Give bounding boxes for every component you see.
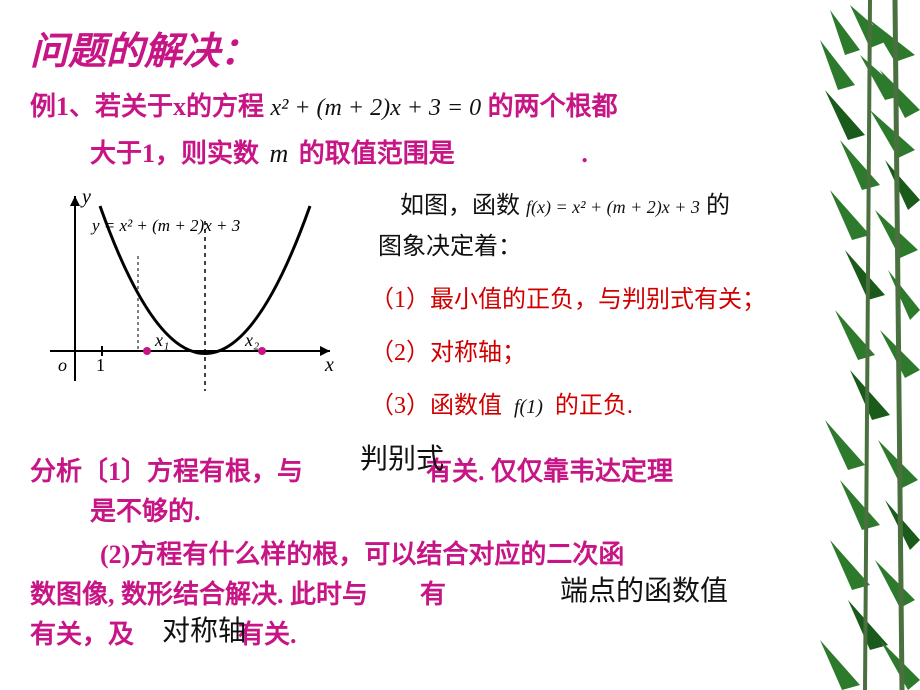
- y-axis-label: y: [80, 186, 91, 208]
- a2-prefix: (2)方程有什么样的根，可以结合对应的: [100, 540, 546, 569]
- point-2: （2）对称轴；: [370, 332, 900, 367]
- origin-label: o: [58, 355, 67, 375]
- p3-f1: f(1): [508, 396, 549, 418]
- f-equation: f(x) = x² + (m + 2)x + 3: [526, 197, 700, 217]
- example-period: .: [461, 139, 588, 168]
- parabola-graph: y x o 1 x₁ x₂ y = x² + (m + 2)x + 3: [30, 181, 350, 401]
- discriminant-label: 判别式: [360, 438, 444, 481]
- as-shown-suffix: 的: [706, 193, 730, 219]
- example-line2b: 的取值范围是: [299, 139, 455, 168]
- as-shown-prefix: 如图，函数: [400, 193, 520, 219]
- slide-content: 问题的解决： 例1、若关于x的方程 x² + (m + 2)x + 3 = 0 …: [0, 0, 920, 665]
- mid-row: y x o 1 x₁ x₂ y = x² + (m + 2)x + 3 如图，函…: [30, 181, 900, 438]
- example-equation: x² + (m + 2)x + 3 = 0: [271, 95, 482, 121]
- x1-label: x₁: [154, 330, 169, 350]
- p3-a: （3）函数值: [370, 393, 502, 419]
- example-mid: 的两个根都: [488, 92, 618, 121]
- example-line2a: 大于1，则实数: [90, 139, 259, 168]
- analysis-block: 分析〔1〕方程有根，与 有关. 仅仅靠韦达定理 判别式 是不够的. (2)方程有…: [30, 452, 900, 655]
- example-line-2: 大于1，则实数 m 的取值范围是 .: [30, 134, 900, 173]
- as-shown-line: 如图，函数 f(x) = x² + (m + 2)x + 3 的: [370, 185, 900, 220]
- point-3: （3）函数值 f(1) 的正负.: [370, 385, 900, 420]
- a1-prefix: 分析〔1〕方程有根，与: [30, 457, 303, 486]
- title: 问题的解决：: [30, 20, 900, 75]
- example-line-1: 例1、若关于x的方程 x² + (m + 2)x + 3 = 0 的两个根都: [30, 87, 900, 126]
- a1-mid: 有关. 仅仅靠韦达定理: [426, 457, 673, 486]
- example-prefix: 例1、若关于x的方程: [30, 92, 264, 121]
- graph-decides: 图象决定着：: [370, 226, 900, 261]
- p3-b: 的正负.: [555, 393, 633, 419]
- one-label: 1: [96, 355, 105, 375]
- a1-line2: 是不够的.: [30, 492, 900, 532]
- var-m: m: [266, 139, 293, 168]
- x2-label: x₂: [244, 330, 259, 350]
- analysis-2-line1: (2)方程有什么样的根，可以结合对应的二次函: [30, 535, 900, 575]
- analysis-2-line3: 有关，及 有关.: [30, 615, 900, 655]
- analysis-2-line2: 数图像, 数形结合解决. 此时与 有: [30, 575, 900, 615]
- point-1: （1）最小值的正负，与判别式有关；: [370, 279, 900, 314]
- x-axis-label: x: [324, 354, 334, 376]
- analysis-1: 分析〔1〕方程有根，与 有关. 仅仅靠韦达定理: [30, 452, 900, 492]
- quad-func: 二次函: [546, 540, 624, 569]
- curve-label: y = x² + (m + 2)x + 3: [90, 216, 240, 235]
- axis-sym-label: 对称轴: [162, 610, 246, 653]
- right-column: 如图，函数 f(x) = x² + (m + 2)x + 3 的 图象决定着： …: [370, 181, 900, 438]
- endpoint-label: 端点的函数值: [560, 570, 728, 613]
